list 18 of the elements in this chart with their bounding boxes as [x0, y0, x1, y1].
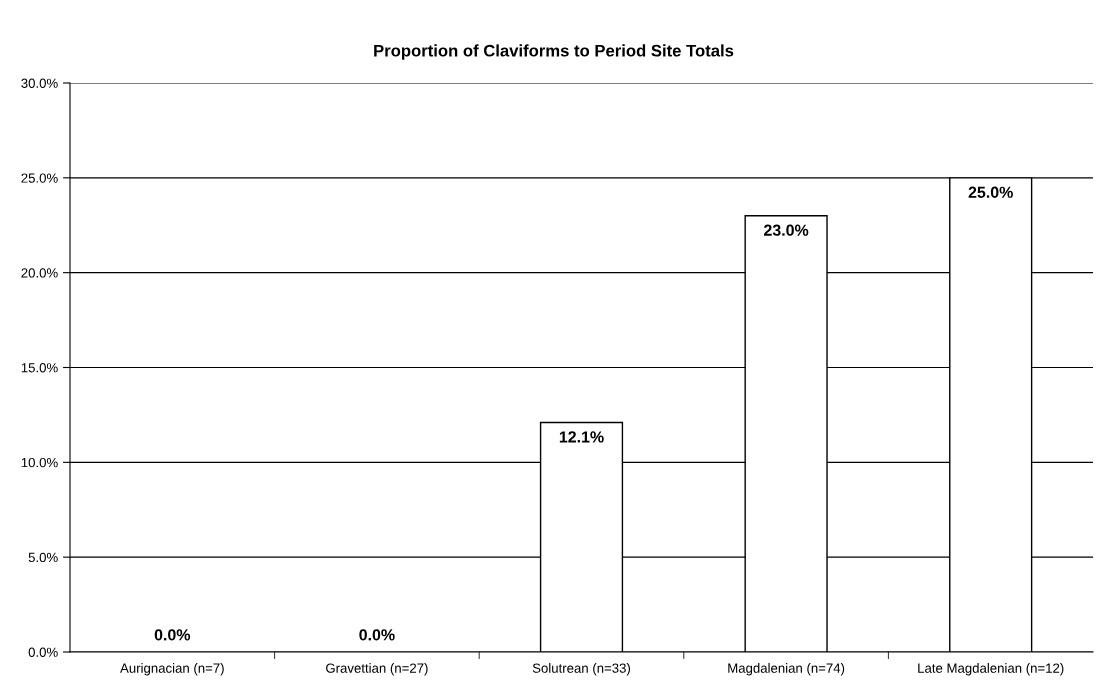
x-tick-label: Magdalenian (n=74) [728, 663, 845, 676]
data-label: 0.0% [154, 629, 191, 641]
data-label: 25.0% [968, 186, 1013, 198]
y-tick-label: 10.0% [21, 457, 58, 468]
y-tick-label: 15.0% [21, 363, 58, 373]
chart-title: Proportion of Claviforms to Period Site Totals [374, 44, 734, 60]
x-tick-label: Aurignacian (n=7) [120, 663, 224, 676]
data-label: 0.0% [359, 629, 395, 641]
data-label: 23.0% [764, 224, 809, 236]
data-label: 12.1% [559, 431, 604, 443]
y-tick-label: 30.0% [21, 78, 58, 88]
y-tick-label: 5.0% [28, 552, 58, 563]
x-tick-label: Late Magdalenian (n=12) [918, 663, 1064, 676]
y-tick-label: 0.0% [28, 647, 58, 657]
x-tick-label: Gravettian (n=27) [326, 663, 428, 676]
x-tick-label: Solutrean (n=33) [532, 663, 631, 676]
y-tick-label: 20.0% [21, 268, 58, 278]
y-tick-label: 25.0% [21, 173, 58, 183]
